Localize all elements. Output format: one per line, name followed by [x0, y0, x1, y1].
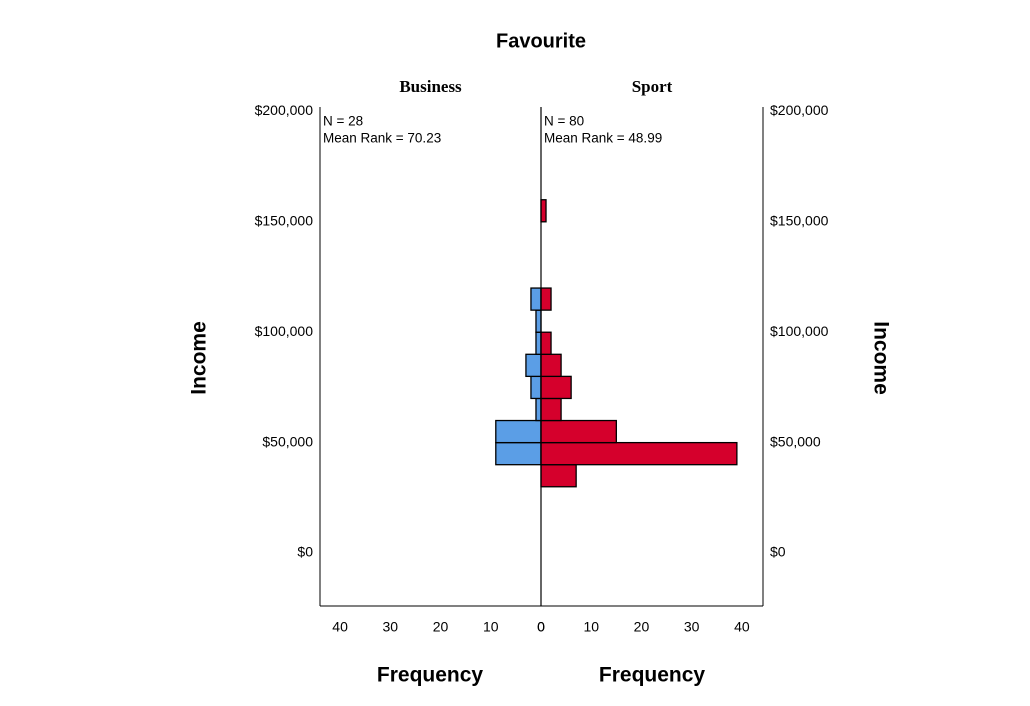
bar: [540, 353, 562, 378]
y-tick-label: $150,000: [255, 213, 314, 229]
bar: [540, 199, 547, 223]
annotation: Mean Rank = 70.23: [323, 131, 441, 146]
y-tick-label-right: $200,000: [770, 102, 829, 118]
bar: [540, 331, 552, 355]
annotation: N = 80: [544, 114, 584, 129]
bar: [535, 309, 542, 333]
x-tick-label: 20: [433, 619, 449, 635]
y-tick-label-right: $0: [770, 544, 786, 560]
bar: [535, 331, 542, 355]
y-axis-label-right: Income: [869, 321, 892, 395]
bar: [495, 441, 542, 466]
bar: [540, 397, 562, 422]
y-tick-label: $50,000: [262, 433, 313, 449]
bar: [540, 441, 738, 466]
bar: [495, 419, 542, 444]
x-tick-label: 20: [634, 619, 650, 635]
x-tick-label: 30: [383, 619, 399, 635]
annotation: N = 28: [323, 114, 363, 129]
y-tick-label-right: $50,000: [770, 433, 821, 449]
chart-title: Favourite: [496, 30, 586, 52]
bar: [540, 287, 552, 311]
x-tick-label: 10: [483, 619, 499, 635]
x-tick-label: 10: [583, 619, 599, 635]
x-tick-label: 0: [537, 619, 545, 635]
panel-label: Sport: [632, 77, 673, 96]
panel-label: Business: [399, 77, 462, 96]
bar: [540, 419, 617, 444]
x-axis-label-left: Frequency: [377, 664, 484, 687]
y-tick-label: $0: [297, 544, 313, 560]
bar: [530, 375, 542, 400]
y-tick-label: $200,000: [255, 102, 314, 118]
y-axis-label: Income: [188, 321, 211, 395]
y-tick-label: $100,000: [255, 323, 314, 339]
x-tick-label: 30: [684, 619, 700, 635]
x-tick-label: 0: [537, 619, 545, 635]
x-tick-label: 40: [734, 619, 750, 635]
x-axis-label-right: Frequency: [599, 664, 706, 687]
y-tick-label-right: $150,000: [770, 213, 829, 229]
bar: [540, 375, 572, 400]
bar: [530, 287, 542, 311]
bar: [540, 464, 577, 488]
bar: [535, 397, 542, 422]
x-tick-label: 40: [332, 619, 348, 635]
y-tick-label-right: $100,000: [770, 323, 829, 339]
bar: [525, 353, 542, 378]
annotation: Mean Rank = 48.99: [544, 131, 662, 146]
